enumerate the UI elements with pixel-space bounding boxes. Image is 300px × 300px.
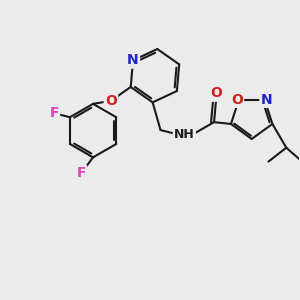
Text: NH: NH (174, 128, 195, 140)
Text: N: N (127, 53, 139, 68)
Text: O: O (210, 86, 222, 100)
Text: O: O (231, 93, 243, 106)
Text: F: F (76, 166, 86, 180)
Text: N: N (261, 93, 272, 106)
Text: O: O (105, 94, 117, 108)
Text: F: F (49, 106, 59, 120)
